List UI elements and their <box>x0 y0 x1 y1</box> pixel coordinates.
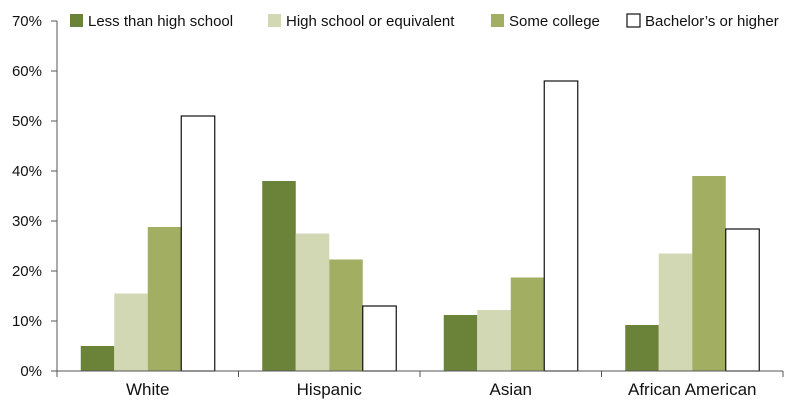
bar <box>510 277 545 371</box>
bar <box>477 310 511 371</box>
y-tick-label: 0% <box>20 363 42 380</box>
category-label: Hispanic <box>297 380 363 399</box>
bar <box>262 181 296 371</box>
legend-label: Some college <box>509 13 600 30</box>
bar <box>295 233 330 371</box>
bar <box>658 253 693 371</box>
bar <box>147 227 182 371</box>
y-axis: 0% 10% 20% 30% 40% 50% 60% 70% <box>12 13 58 380</box>
bar <box>543 80 579 372</box>
bar <box>329 259 363 371</box>
legend-swatch <box>491 14 504 27</box>
y-tick-label: 30% <box>12 213 42 230</box>
legend-label: High school or equivalent <box>286 13 455 30</box>
legend-swatch <box>268 14 281 27</box>
y-tick-label: 10% <box>12 313 42 330</box>
category-label: White <box>126 380 169 399</box>
legend: Less than high school High school or equi… <box>70 13 779 30</box>
bar <box>443 315 478 371</box>
legend-label: Less than high school <box>88 13 233 30</box>
y-tick-label: 60% <box>12 63 42 80</box>
y-tick-label: 40% <box>12 163 42 180</box>
category-label: African American <box>628 380 757 399</box>
legend-label: Bachelor’s or higher <box>645 13 779 30</box>
y-tick-label: 70% <box>12 13 42 30</box>
x-axis: White Hispanic Asian African American <box>56 370 784 399</box>
bars <box>80 80 760 372</box>
category-label: Asian <box>489 380 532 399</box>
bar <box>362 305 397 372</box>
bar <box>180 115 216 372</box>
bar <box>80 346 115 371</box>
y-tick-label: 20% <box>12 263 42 280</box>
y-tick-label: 50% <box>12 113 42 130</box>
bar <box>625 325 659 371</box>
legend-swatch <box>626 13 641 28</box>
bar <box>114 293 148 371</box>
bar <box>725 228 760 372</box>
legend-swatch <box>70 14 83 27</box>
bar <box>692 176 726 371</box>
